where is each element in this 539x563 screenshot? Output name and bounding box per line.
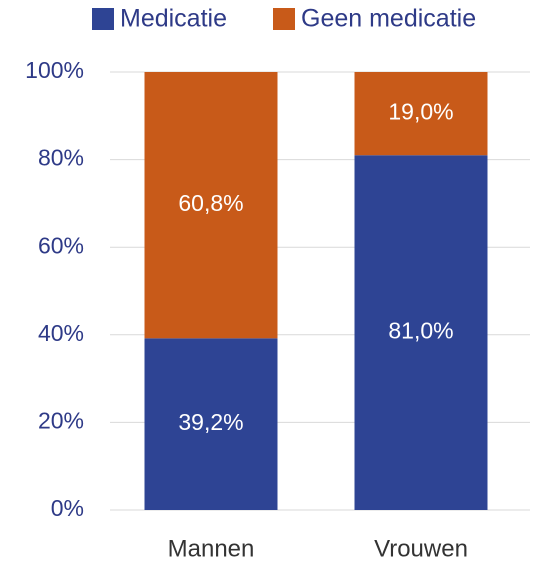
y-tick-label: 40% — [38, 320, 84, 346]
legend-swatch — [273, 8, 295, 30]
bar-segment — [144, 72, 278, 339]
data-label: 19,0% — [388, 99, 453, 125]
data-label: 60,8% — [178, 190, 243, 216]
data-label: 81,0% — [388, 318, 453, 344]
bar-segment — [144, 338, 278, 510]
y-tick-label: 20% — [38, 407, 84, 433]
x-tick-label: Mannen — [168, 535, 255, 562]
legend-label: Medicatie — [120, 5, 227, 33]
data-label: 39,2% — [178, 409, 243, 435]
legend-label: Geen medicatie — [301, 5, 476, 33]
bar-segment — [354, 72, 488, 156]
x-tick-label: Vrouwen — [374, 535, 468, 562]
y-tick-label: 60% — [38, 232, 84, 258]
y-tick-label: 0% — [51, 495, 84, 521]
y-tick-label: 80% — [38, 145, 84, 171]
y-tick-label: 100% — [25, 57, 84, 83]
bar-segment — [354, 155, 488, 510]
legend-swatch — [92, 8, 114, 30]
